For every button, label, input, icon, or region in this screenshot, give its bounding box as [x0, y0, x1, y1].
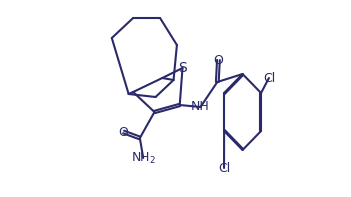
Text: S: S — [178, 61, 187, 75]
Text: Cl: Cl — [218, 162, 230, 175]
Text: O: O — [213, 54, 223, 67]
Text: Cl: Cl — [263, 72, 275, 85]
Text: NH$_2$: NH$_2$ — [131, 151, 156, 165]
Text: O: O — [119, 125, 128, 138]
Text: NH: NH — [191, 100, 210, 113]
